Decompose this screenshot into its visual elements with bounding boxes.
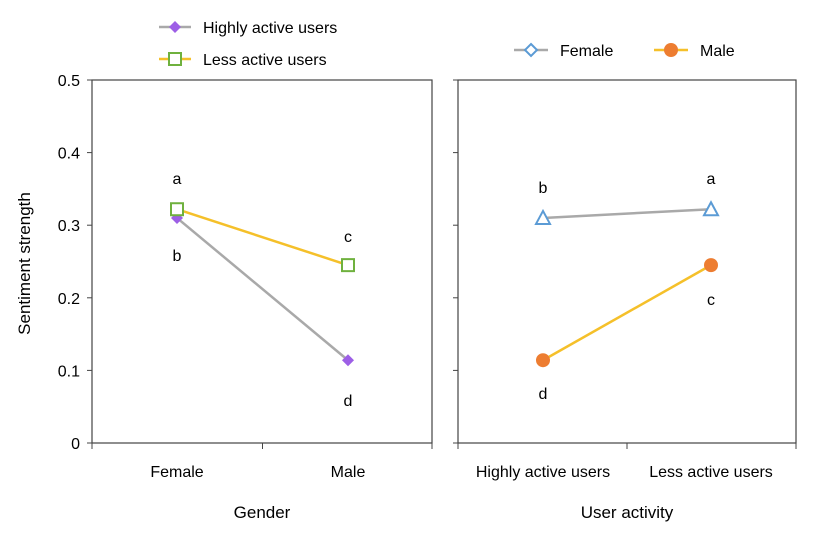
legend-marker-shape	[664, 43, 678, 57]
plot-frame	[91, 79, 433, 444]
data-point-marker-shape	[170, 202, 184, 217]
series-line	[176, 216, 349, 362]
data-point-marker	[702, 200, 720, 217]
data-point-marker-shape	[704, 258, 718, 273]
x-axis-title: Gender	[234, 503, 291, 522]
plot-frame	[457, 79, 797, 444]
legend-marker-shape	[168, 52, 182, 66]
data-point-marker	[341, 258, 355, 273]
x-tick-label: Female	[150, 464, 203, 481]
legend-item: Female	[514, 42, 613, 60]
data-point-marker-shape	[702, 200, 720, 217]
significance-label: a	[173, 171, 182, 188]
significance-label: b	[539, 180, 548, 197]
data-point-marker-shape	[342, 354, 354, 367]
legend-marker	[168, 52, 182, 66]
y-tick-label: 0.4	[58, 146, 80, 163]
data-point-marker	[704, 258, 718, 273]
legend-marker-shape	[169, 21, 181, 33]
significance-label: c	[707, 292, 715, 309]
series-line	[176, 208, 349, 267]
data-point-marker	[536, 353, 550, 368]
legend-item: Male	[654, 43, 735, 60]
y-tick-label: 0	[71, 436, 80, 453]
significance-label: b	[173, 248, 182, 265]
significance-label: d	[539, 386, 548, 403]
legend-label: Male	[700, 43, 735, 60]
data-point-marker	[170, 202, 184, 217]
data-point-marker-shape	[536, 353, 550, 368]
legend-marker	[169, 21, 181, 33]
legend-label: Less active users	[203, 52, 327, 69]
y-tick-label: 0.1	[58, 363, 80, 380]
data-point-marker-shape	[534, 208, 552, 225]
series-line	[542, 207, 712, 220]
x-tick-label: Less active users	[649, 464, 773, 481]
legend-item: Less active users	[159, 52, 327, 69]
gender-panel: 0 0.1 0.2 0.3 0.4 0.5 Female Male Gender Sentimen…	[15, 20, 433, 522]
y-tick-label: 0.5	[58, 73, 80, 90]
user-activity-panel: Highly active users Less active users User…	[453, 42, 797, 522]
x-tick-label: Male	[331, 464, 366, 481]
data-point-marker	[342, 354, 354, 367]
data-point-marker-shape	[341, 258, 355, 273]
significance-label: a	[707, 171, 716, 188]
legend-label: Highly active users	[203, 20, 337, 37]
y-axis-title: Sentiment strength	[15, 192, 34, 335]
significance-label: c	[344, 229, 352, 246]
x-axis-title: User activity	[581, 503, 674, 522]
legend-label: Female	[560, 43, 613, 60]
y-tick-label: 0.3	[58, 218, 80, 235]
x-tick-label: Highly active users	[476, 464, 610, 481]
y-tick-label: 0.2	[58, 291, 80, 308]
legend-marker	[523, 42, 539, 58]
legend-marker	[664, 43, 678, 57]
series-line	[542, 264, 712, 362]
legend-item: Highly active users	[159, 20, 337, 37]
data-point-marker	[534, 208, 552, 225]
significance-label: d	[344, 393, 353, 410]
legend-marker-shape	[523, 42, 539, 58]
